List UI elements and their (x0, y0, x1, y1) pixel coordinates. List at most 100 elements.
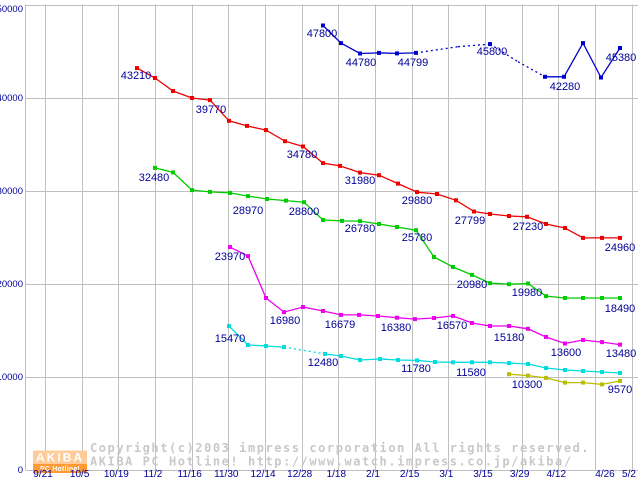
series-green (153, 165, 622, 300)
series-green-value-label: 32480 (139, 172, 170, 184)
x-tick-label-11/30: 11/30 (214, 469, 239, 480)
series-cyan-marker (358, 358, 362, 362)
series-cyan-marker (415, 358, 419, 363)
x-tick-label-3/1: 3/1 (439, 469, 453, 480)
logo-akiba-text: AKIBA (36, 451, 84, 465)
series-green-marker (171, 170, 175, 175)
series-green-value-label: 20980 (457, 279, 488, 291)
series-red-marker (581, 235, 585, 240)
series-green-marker (600, 296, 604, 300)
series-blue-dotted-segment (489, 43, 519, 63)
series-magenta-marker (581, 338, 585, 342)
series-red-marker (321, 161, 325, 166)
series-green-value-label: 19980 (512, 287, 543, 299)
series-blue-value-label: 44799 (398, 57, 429, 69)
series-green-value-label: 26780 (345, 223, 376, 235)
series-blue-dotted-segment (457, 43, 491, 48)
series-red-value-label: 27799 (455, 215, 486, 227)
data-labels: 47800 44780 44799 45800 42280 45380 43210 39770… (121, 28, 637, 396)
series-magenta-marker (357, 312, 361, 317)
series-green-marker (153, 165, 157, 170)
series-blue-marker (358, 51, 362, 56)
series-olive-value-label: 10300 (512, 379, 543, 391)
x-tick-label-10/5: 10/5 (70, 469, 90, 480)
series-red-marker (135, 66, 139, 71)
series-cyan-marker (618, 371, 622, 375)
series-green-marker (507, 282, 511, 287)
series-green-marker (395, 225, 399, 229)
series-cyan-value-label: 12480 (308, 357, 339, 369)
series-red-marker (507, 214, 511, 218)
axis-tick-labels: 50000 40000 30000 20000 10000 0 9/21 10/5 10/19 1… (0, 4, 636, 480)
series-green-marker (488, 281, 492, 286)
watermark: Copyright(c)2003 impress corporation All… (90, 441, 590, 469)
watermark-copyright-text: Copyright(c)2003 impress corporation All… (90, 441, 590, 455)
series-red-marker (245, 123, 249, 128)
series-magenta-marker (413, 317, 417, 322)
series-magenta-marker (451, 313, 455, 318)
series-red-marker (283, 139, 287, 144)
series-red-marker (301, 144, 305, 149)
series-cyan-marker (323, 351, 327, 356)
series-red (135, 66, 622, 240)
series-green-value-label: 28970 (233, 205, 264, 217)
series-green-marker (451, 265, 455, 269)
x-tick-label-2/1: 2/1 (366, 469, 380, 480)
series-red-marker (190, 96, 194, 100)
series-magenta-value-label: 23970 (215, 251, 246, 263)
series-red-marker (208, 98, 212, 103)
x-tick-label-9/21: 9/21 (33, 469, 53, 480)
series-magenta-value-label: 15180 (494, 332, 525, 344)
series-magenta-value-label: 16570 (437, 320, 468, 332)
series-red-marker (488, 212, 492, 216)
series-magenta (228, 245, 622, 347)
series-magenta-marker (432, 316, 436, 320)
series-green-line (154, 167, 620, 299)
series-green-marker (544, 294, 548, 299)
x-tick-label-3/15: 3/15 (473, 469, 493, 480)
series-red-marker (525, 214, 529, 219)
series-magenta-marker (544, 335, 548, 339)
series-lines (135, 23, 622, 387)
series-magenta-marker (470, 321, 474, 325)
series-magenta-marker (563, 341, 567, 346)
series-green-marker (302, 200, 306, 205)
x-tick-label-11/16: 11/16 (178, 469, 203, 480)
series-magenta-marker (339, 312, 343, 317)
series-olive-value-label: 9570 (608, 384, 632, 396)
series-red-marker (544, 222, 548, 226)
series-green-marker (246, 194, 250, 199)
series-magenta-value-label: 13480 (606, 348, 637, 360)
series-red-value-label: 27230 (513, 221, 544, 233)
series-red-value-label: 43210 (121, 70, 152, 82)
series-red-marker (472, 209, 476, 214)
series-cyan-marker (563, 368, 567, 372)
series-red-value-label: 29880 (402, 195, 433, 207)
series-blue-marker (488, 42, 492, 47)
x-tick-label-4/12: 4/12 (547, 469, 567, 480)
series-red-marker (618, 235, 622, 240)
watermark-url-text: AKIBA PC Hotline! http://www.watch.impre… (90, 455, 573, 469)
series-green-marker (358, 219, 362, 224)
series-olive-marker (563, 380, 567, 385)
series-blue-marker (543, 74, 547, 79)
series-green-value-label: 28800 (289, 206, 320, 218)
series-blue-marker (321, 23, 325, 28)
series-green-marker (526, 281, 530, 286)
series-blue-marker (395, 51, 399, 56)
series-green-marker (618, 296, 622, 300)
series-blue-marker (581, 41, 585, 46)
series-magenta-marker (228, 245, 232, 250)
series-green-marker (470, 272, 474, 277)
series-cyan-marker (600, 370, 604, 374)
series-cyan-marker (282, 345, 286, 350)
gridlines (25, 4, 638, 471)
series-cyan-marker (451, 360, 455, 365)
x-tick-label-12/14: 12/14 (250, 469, 275, 480)
x-tick-label-1/18: 1/18 (327, 469, 347, 480)
series-red-marker (415, 190, 419, 195)
series-magenta-marker (264, 296, 268, 300)
series-magenta-marker (618, 342, 622, 347)
